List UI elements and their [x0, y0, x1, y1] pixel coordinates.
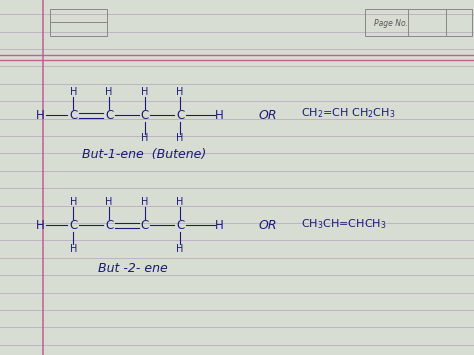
Text: H: H [70, 197, 77, 207]
Text: H: H [176, 244, 184, 253]
Text: H: H [36, 219, 45, 232]
Text: C: C [105, 109, 113, 122]
Text: H: H [215, 109, 224, 122]
Text: CH$_2$=CH CH$_2$CH$_3$: CH$_2$=CH CH$_2$CH$_3$ [301, 107, 395, 120]
Text: H: H [141, 87, 148, 97]
Text: OR: OR [258, 219, 277, 232]
Text: H: H [141, 197, 148, 207]
Text: CH$_3$CH=CHCH$_3$: CH$_3$CH=CHCH$_3$ [301, 217, 387, 230]
Text: H: H [141, 133, 148, 143]
Text: H: H [70, 87, 77, 97]
Text: H: H [105, 197, 113, 207]
Text: C: C [140, 109, 149, 122]
Text: H: H [176, 133, 184, 143]
Text: C: C [69, 219, 78, 232]
Text: H: H [36, 109, 45, 122]
Text: H: H [70, 244, 77, 253]
Text: OR: OR [258, 109, 277, 122]
Text: But-1-ene  (Butene): But-1-ene (Butene) [82, 148, 207, 161]
Text: C: C [176, 219, 184, 232]
Text: Page No.: Page No. [374, 18, 409, 28]
Text: H: H [176, 87, 184, 97]
Text: H: H [176, 197, 184, 207]
Text: But -2- ene: But -2- ene [98, 262, 168, 274]
Text: C: C [176, 109, 184, 122]
Text: H: H [105, 87, 113, 97]
Text: H: H [215, 219, 224, 232]
Text: C: C [69, 109, 78, 122]
Text: C: C [105, 219, 113, 232]
Text: C: C [140, 219, 149, 232]
